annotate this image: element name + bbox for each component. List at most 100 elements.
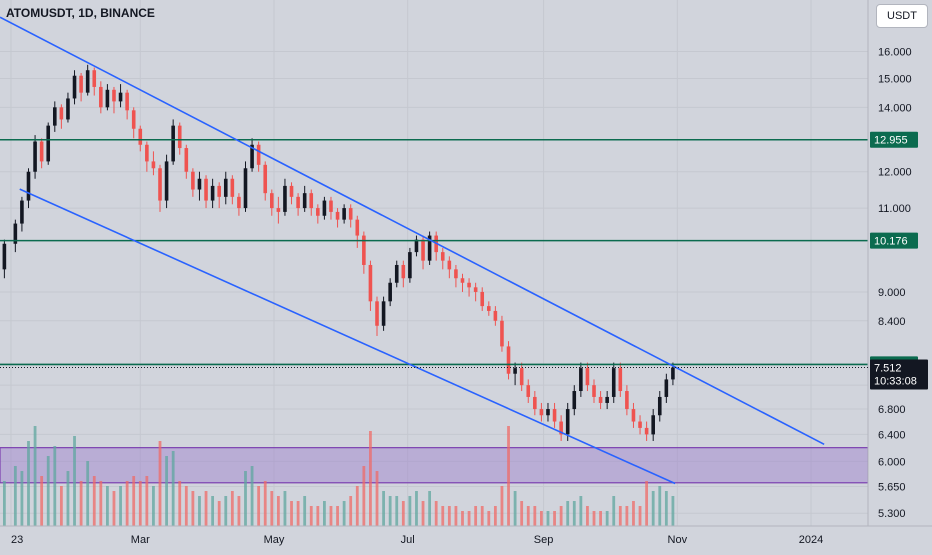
candle-body (565, 409, 570, 435)
candle (460, 273, 465, 292)
volume-bar (349, 496, 353, 526)
candle (664, 373, 669, 403)
candle (381, 296, 386, 331)
candle (145, 141, 149, 172)
volume-bar (112, 491, 116, 526)
candle (131, 107, 136, 139)
x-tick-label: May (264, 534, 285, 546)
candle (631, 402, 636, 428)
candle-body (283, 185, 287, 212)
volume-bar (421, 501, 425, 526)
candle-body (66, 98, 70, 120)
volume-bar (13, 466, 17, 526)
candle-body (269, 193, 274, 209)
volume-bar (138, 481, 142, 526)
candle (447, 256, 452, 279)
candle-body (539, 409, 544, 416)
candle (414, 235, 419, 257)
candle-body (171, 125, 175, 162)
time-axis-panel[interactable] (0, 526, 932, 550)
volume-bar (198, 496, 201, 526)
volume-bar (369, 431, 372, 526)
candle (644, 421, 649, 441)
volume-bar (447, 506, 451, 526)
candle-body (506, 346, 511, 374)
candle (171, 119, 175, 165)
volume-bar (66, 471, 70, 526)
x-tick-label: 2024 (799, 534, 823, 546)
horizontal-levels[interactable] (0, 138, 868, 366)
candle (243, 161, 248, 212)
level-price-tag (870, 131, 918, 148)
y-tick-label: 8.400 (878, 316, 906, 328)
candle-body (533, 396, 537, 410)
candle (473, 282, 478, 302)
x-tick-label: Sep (534, 534, 554, 546)
candle (20, 196, 24, 232)
volume-bar (625, 506, 629, 526)
candle (237, 193, 241, 216)
volume-bar (230, 491, 234, 526)
volume-bar (46, 456, 50, 526)
candle (184, 144, 189, 179)
volume-bar (296, 501, 300, 526)
currency-button[interactable]: USDT (876, 4, 928, 28)
candle-body (473, 287, 478, 292)
candle-body (256, 144, 261, 165)
candle-body (125, 92, 129, 111)
volume-bar (586, 506, 589, 526)
volume-bar (441, 506, 445, 526)
volume-bar (2, 481, 6, 526)
candle (256, 141, 261, 172)
y-tick-label: 5.300 (878, 508, 906, 520)
candle (230, 175, 235, 205)
candle-body (138, 128, 143, 145)
candle (638, 415, 642, 435)
candle (33, 135, 37, 179)
candle (486, 301, 491, 316)
volume-bar (375, 471, 379, 526)
candle (99, 81, 103, 114)
price-axis-panel[interactable] (868, 0, 932, 526)
volume-bar (487, 511, 491, 526)
volume-bar (540, 511, 543, 526)
volume-histogram (2, 426, 675, 526)
volume-bar (513, 491, 517, 526)
volume-bar (309, 506, 313, 526)
volume-bar (237, 496, 241, 526)
candle-body (427, 235, 432, 261)
candle-body (460, 278, 465, 283)
volume-bar (217, 501, 221, 526)
volume-bar (20, 471, 24, 526)
candle-body (618, 368, 623, 392)
volume-bar (664, 491, 668, 526)
candle-body (250, 144, 254, 169)
candle (388, 278, 392, 307)
y-tick-label: 5.650 (878, 481, 906, 493)
candle-body (592, 385, 596, 397)
candle-body (105, 89, 110, 108)
candle-body (131, 110, 136, 129)
candle-body (638, 421, 642, 428)
candle (250, 138, 254, 172)
volume-bar (263, 481, 267, 526)
candle-body (467, 282, 471, 288)
volume-bar (276, 496, 280, 526)
candle (500, 315, 504, 352)
volume-bar (526, 506, 530, 526)
volume-bar (651, 491, 655, 526)
candle (611, 362, 616, 403)
volume-bar (257, 486, 261, 526)
candle (164, 154, 169, 209)
candle-body (657, 396, 662, 416)
candle (316, 204, 320, 224)
support-zone (0, 447, 869, 484)
candle (296, 193, 300, 216)
candle-body (72, 75, 77, 99)
volume-bar (428, 491, 432, 526)
candle-body (585, 368, 590, 386)
descending-channel[interactable] (0, 16, 825, 485)
x-tick-label: Nov (668, 534, 688, 546)
